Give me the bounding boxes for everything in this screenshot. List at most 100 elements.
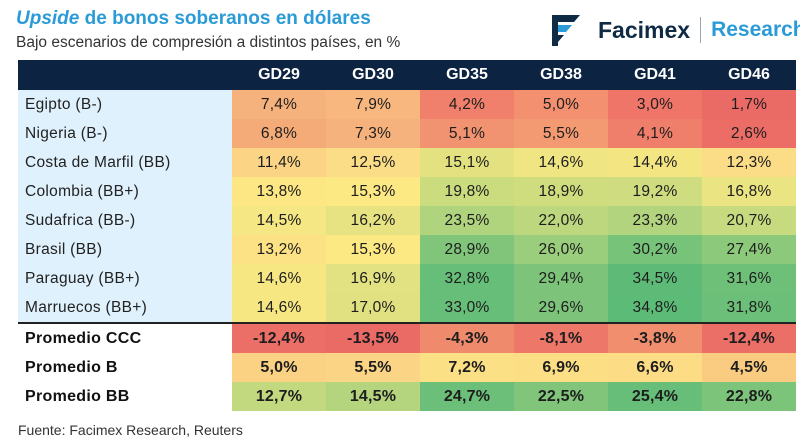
row-label: Promedio BB <box>18 382 232 411</box>
value-cell: 23,5% <box>420 206 514 235</box>
value-cell: 13,8% <box>232 177 326 206</box>
value-cell: 14,5% <box>326 382 420 411</box>
value-cell: -8,1% <box>514 322 608 353</box>
column-header-gd38: GD38 <box>514 60 608 90</box>
chart-title-rest: de bonos soberanos en dólares <box>79 8 371 29</box>
value-cell: 13,2% <box>232 235 326 264</box>
table-row: Paraguay (BB+) 14,6% 16,9% 32,8% 29,4% 34,5% 3… <box>18 264 796 293</box>
chart-subtitle: Bajo escenarios de compresión a distinto… <box>16 34 401 51</box>
value-cell: 30,2% <box>608 235 702 264</box>
value-cell: 5,0% <box>232 353 326 382</box>
table-header-row: GD29 GD30 GD35 GD38 GD41 GD46 <box>18 60 796 90</box>
value-cell: 14,4% <box>608 148 702 177</box>
value-cell: 34,8% <box>608 293 702 323</box>
chart-title-italic: Upside <box>16 8 80 29</box>
value-cell: 6,9% <box>514 353 608 382</box>
table-row: Promedio B 5,0% 5,5% 7,2% 6,9% 6,6% 4,5% <box>18 353 796 382</box>
column-header-gd46: GD46 <box>702 60 796 90</box>
value-cell: 12,7% <box>232 382 326 411</box>
value-cell: 34,5% <box>608 264 702 293</box>
value-cell: 16,8% <box>702 177 796 206</box>
table-corner-cell <box>18 60 232 90</box>
row-label: Promedio CCC <box>18 322 232 353</box>
value-cell: 12,5% <box>326 148 420 177</box>
table-row: Promedio CCC -12,4% -13,5% -4,3% -8,1% -3,8% -… <box>18 322 796 353</box>
value-cell: 31,8% <box>702 293 796 323</box>
value-cell: -12,4% <box>702 322 796 353</box>
table-row: Marruecos (BB+) 14,6% 17,0% 33,0% 29,6% 34,8%… <box>18 293 796 323</box>
upside-table: GD29 GD30 GD35 GD38 GD41 GD46 Egipto (B-) 7,4%… <box>18 60 796 411</box>
value-cell: 20,7% <box>702 206 796 235</box>
row-label: Promedio B <box>18 353 232 382</box>
value-cell: -12,4% <box>232 322 326 353</box>
value-cell: 27,4% <box>702 235 796 264</box>
brand-logo: Facimex Research <box>548 10 800 50</box>
value-cell: 22,5% <box>514 382 608 411</box>
table-row: Nigeria (B-) 6,8% 7,3% 5,1% 5,5% 4,1% 2,6% <box>18 119 796 148</box>
table-row: Brasil (BB) 13,2% 15,3% 28,9% 26,0% 30,2% 27,4… <box>18 235 796 264</box>
value-cell: -4,3% <box>420 322 514 353</box>
table-row: Egipto (B-) 7,4% 7,9% 4,2% 5,0% 3,0% 1,7% <box>18 90 796 119</box>
value-cell: 15,1% <box>420 148 514 177</box>
row-label: Costa de Marfil (BB) <box>18 148 232 177</box>
table-row: Promedio BB 12,7% 14,5% 24,7% 22,5% 25,4% 22,8… <box>18 382 796 411</box>
value-cell: 33,0% <box>420 293 514 323</box>
value-cell: 5,5% <box>326 353 420 382</box>
value-cell: 14,5% <box>232 206 326 235</box>
value-cell: 23,3% <box>608 206 702 235</box>
facimex-logo-icon <box>552 15 580 46</box>
value-cell: 24,7% <box>420 382 514 411</box>
row-label: Brasil (BB) <box>18 235 232 264</box>
value-cell: 7,9% <box>326 90 420 119</box>
value-cell: 25,4% <box>608 382 702 411</box>
column-header-gd29: GD29 <box>232 60 326 90</box>
chart-title: Upside de bonos soberanos en dólares <box>16 8 371 30</box>
value-cell: 6,6% <box>608 353 702 382</box>
row-label: Colombia (BB+) <box>18 177 232 206</box>
value-cell: 16,9% <box>326 264 420 293</box>
value-cell: 15,3% <box>326 177 420 206</box>
value-cell: 28,9% <box>420 235 514 264</box>
value-cell: 22,0% <box>514 206 608 235</box>
brand-name: Facimex <box>598 16 691 43</box>
value-cell: 4,5% <box>702 353 796 382</box>
value-cell: -13,5% <box>326 322 420 353</box>
source-note: Fuente: Facimex Research, Reuters <box>18 422 243 438</box>
table-row: Costa de Marfil (BB) 11,4% 12,5% 15,1% 14,6%… <box>18 148 796 177</box>
row-label: Sudafrica (BB-) <box>18 206 232 235</box>
column-header-gd30: GD30 <box>326 60 420 90</box>
value-cell: 5,1% <box>420 119 514 148</box>
value-cell: 32,8% <box>420 264 514 293</box>
value-cell: 3,0% <box>608 90 702 119</box>
value-cell: 15,3% <box>326 235 420 264</box>
value-cell: 12,3% <box>702 148 796 177</box>
value-cell: 5,5% <box>514 119 608 148</box>
value-cell: 18,9% <box>514 177 608 206</box>
value-cell: 16,2% <box>326 206 420 235</box>
value-cell: 19,2% <box>608 177 702 206</box>
value-cell: 14,6% <box>514 148 608 177</box>
value-cell: 22,8% <box>702 382 796 411</box>
value-cell: 11,4% <box>232 148 326 177</box>
value-cell: 14,6% <box>232 264 326 293</box>
value-cell: 1,7% <box>702 90 796 119</box>
value-cell: 26,0% <box>514 235 608 264</box>
row-label: Egipto (B-) <box>18 90 232 119</box>
value-cell: 7,3% <box>326 119 420 148</box>
row-label: Marruecos (BB+) <box>18 293 232 323</box>
table-row: Sudafrica (BB-) 14,5% 16,2% 23,5% 22,0% 23,3%… <box>18 206 796 235</box>
value-cell: 19,8% <box>420 177 514 206</box>
value-cell: 29,4% <box>514 264 608 293</box>
value-cell: 31,6% <box>702 264 796 293</box>
value-cell: 2,6% <box>702 119 796 148</box>
brand-sub: Research <box>711 18 800 41</box>
value-cell: 4,2% <box>420 90 514 119</box>
table-row: Colombia (BB+) 13,8% 15,3% 19,8% 18,9% 19,2% 1… <box>18 177 796 206</box>
row-label: Paraguay (BB+) <box>18 264 232 293</box>
value-cell: -3,8% <box>608 322 702 353</box>
value-cell: 6,8% <box>232 119 326 148</box>
value-cell: 29,6% <box>514 293 608 323</box>
value-cell: 7,2% <box>420 353 514 382</box>
value-cell: 4,1% <box>608 119 702 148</box>
brand-separator <box>700 17 702 43</box>
